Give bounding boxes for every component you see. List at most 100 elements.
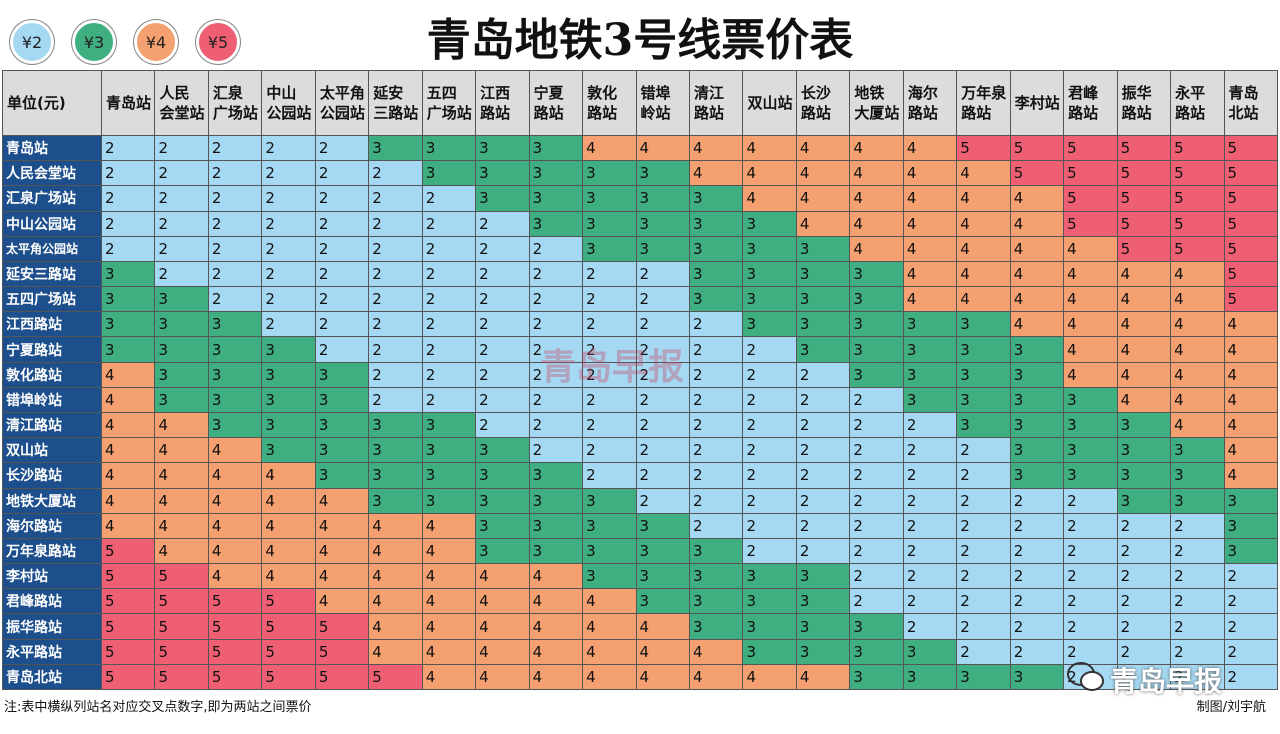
fare-cell: 3: [903, 639, 958, 665]
fare-cell: 4: [476, 614, 530, 640]
fare-cell: 2: [529, 362, 584, 388]
fare-cell: 5: [957, 136, 1011, 162]
column-header: 清江 路站: [690, 70, 744, 136]
fare-cell: 2: [957, 438, 1011, 464]
header-line: 路站: [480, 104, 511, 122]
fare-cell: 2: [850, 413, 904, 439]
fare-cell: 2: [796, 387, 851, 413]
fare-cell: 3: [743, 564, 797, 590]
fare-cell: 4: [796, 664, 851, 690]
fare-cell: 4: [315, 488, 370, 514]
fare-cell: 2: [476, 387, 530, 413]
header-line: 大厦站: [854, 104, 900, 122]
fare-cell: 2: [1064, 589, 1118, 615]
fare-cell: 2: [476, 337, 530, 363]
fare-cell: 4: [102, 387, 156, 413]
fare-cell: 2: [1010, 614, 1065, 640]
fare-cell: 3: [690, 564, 744, 590]
fare-cell: 3: [743, 614, 797, 640]
fare-cell: 2: [1171, 564, 1225, 590]
fare-cell: 3: [636, 513, 690, 539]
fare-cell: 3: [369, 413, 423, 439]
fare-cell: 4: [583, 664, 637, 690]
fare-cell: 3: [636, 186, 690, 212]
fare-cell: 2: [208, 211, 263, 237]
fare-cell: 4: [1064, 312, 1118, 338]
fare-cell: 3: [636, 211, 690, 237]
fare-cell: 4: [796, 136, 851, 162]
fare-cell: 5: [315, 664, 370, 690]
fare-cell: 2: [529, 438, 584, 464]
fare-cell: 2: [369, 337, 423, 363]
fare-cell: 4: [1010, 312, 1065, 338]
fare-cell: 3: [796, 564, 851, 590]
fare-cell: 2: [315, 236, 370, 262]
fare-cell: 3: [850, 312, 904, 338]
fare-cell: 5: [1224, 186, 1278, 212]
fare-cell: 4: [636, 639, 690, 665]
fare-cell: 3: [155, 337, 209, 363]
header-line: 振华: [1121, 84, 1152, 102]
column-header: 青岛站: [102, 70, 156, 136]
fare-cell: 3: [529, 488, 584, 514]
fare-cell: 2: [476, 211, 530, 237]
fare-cell: 4: [957, 236, 1011, 262]
fare-cell: 2: [1064, 564, 1118, 590]
fare-cell: 3: [155, 387, 209, 413]
fare-cell: 3: [476, 186, 530, 212]
fare-cell: 2: [369, 362, 423, 388]
header-line: 路站: [533, 104, 564, 122]
fare-cell: 2: [903, 438, 958, 464]
fare-cell: 4: [1171, 312, 1225, 338]
row-header: 错埠岭站: [2, 387, 102, 413]
fare-cell: 3: [583, 488, 637, 514]
fare-cell: 2: [422, 261, 477, 288]
fare-cell: 5: [262, 614, 316, 640]
fare-cell: 4: [583, 136, 637, 162]
column-header: 永平 路站: [1171, 70, 1225, 136]
fare-cell: 2: [315, 261, 370, 288]
fare-cell: 5: [315, 639, 370, 665]
fare-cell: 4: [369, 614, 423, 640]
fare-cell: 2: [636, 488, 690, 514]
fare-cell: 4: [1064, 261, 1118, 288]
fare-cell: 2: [796, 463, 851, 489]
fare-cell: 2: [208, 161, 263, 187]
fare-cell: 4: [850, 161, 904, 187]
row-header: 五四广场站: [2, 287, 102, 313]
fare-cell: 3: [369, 488, 423, 514]
fare-cell: 2: [690, 488, 744, 514]
legend-item: ¥2: [10, 20, 54, 64]
fare-cell: 4: [1010, 236, 1065, 262]
column-header: 双山站: [743, 70, 797, 136]
fare-cell: 4: [1224, 387, 1278, 413]
fare-cell: 4: [1010, 287, 1065, 313]
fare-cell: 4: [1224, 463, 1278, 489]
header-line: 路站: [694, 104, 725, 122]
fare-cell: 2: [903, 463, 958, 489]
row-header: 宁夏路站: [2, 337, 102, 363]
fare-cell: 3: [1064, 438, 1118, 464]
fare-cell: 3: [1010, 463, 1065, 489]
fare-cell: 5: [262, 639, 316, 665]
fare-cell: 2: [850, 387, 904, 413]
fare-cell: 4: [636, 664, 690, 690]
row-header: 延安三路站: [2, 261, 102, 288]
fare-cell: 5: [208, 664, 263, 690]
fare-cell: 3: [850, 639, 904, 665]
fare-cell: 3: [529, 186, 584, 212]
header-line: 北站: [1228, 104, 1259, 122]
fare-cell: 5: [1224, 211, 1278, 237]
fare-cell: 5: [1171, 136, 1225, 162]
fare-cell: 2: [208, 261, 263, 288]
fare-cell: 5: [369, 664, 423, 690]
fare-cell: 4: [1117, 387, 1172, 413]
fare-cell: 3: [850, 362, 904, 388]
fare-cell: 3: [957, 312, 1011, 338]
fare-cell: 3: [796, 589, 851, 615]
fare-cell: 3: [583, 538, 637, 565]
fare-cell: 3: [1224, 538, 1278, 565]
fare-cell: 3: [690, 211, 744, 237]
fare-cell: 2: [208, 136, 263, 162]
fare-cell: 3: [422, 438, 477, 464]
